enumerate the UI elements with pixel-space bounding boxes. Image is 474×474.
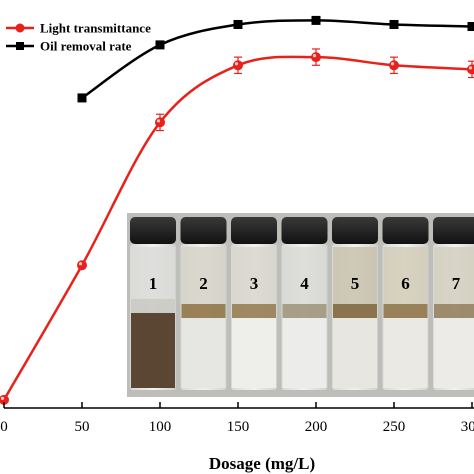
vial-lower-phase xyxy=(232,318,276,388)
data-point-highlight xyxy=(390,62,395,66)
vial-label: 1 xyxy=(149,274,158,293)
data-point xyxy=(311,52,321,63)
vial-cap xyxy=(231,217,277,244)
data-point-highlight xyxy=(156,119,161,123)
vial-label: 7 xyxy=(452,274,461,293)
vial-lower-phase xyxy=(434,318,474,388)
vial-oil-band xyxy=(333,304,377,318)
x-tick-label: 200 xyxy=(305,419,328,435)
vial-label: 4 xyxy=(300,274,309,293)
vial-label: 3 xyxy=(250,274,259,293)
data-point-highlight xyxy=(468,66,473,70)
vial-cap xyxy=(281,217,328,244)
vial-label: 2 xyxy=(199,274,208,293)
data-point-highlight xyxy=(234,62,239,66)
data-point xyxy=(233,60,243,71)
vial-cap xyxy=(332,217,378,244)
legend-label: Oil removal rate xyxy=(40,39,132,54)
data-point-highlight xyxy=(78,262,83,266)
data-point-highlight xyxy=(0,396,5,400)
vial-lower-phase xyxy=(282,318,327,388)
vial-label: 5 xyxy=(351,274,360,293)
vial-cap xyxy=(130,217,176,244)
series-layer xyxy=(0,15,474,405)
data-point xyxy=(467,22,474,32)
vial-lower-phase xyxy=(383,318,428,388)
vial-oil-band xyxy=(282,304,327,318)
data-point xyxy=(233,19,243,29)
legend: Light transmittance Oil removal rate xyxy=(6,21,151,54)
x-tick-label: 150 xyxy=(227,419,250,435)
data-point xyxy=(389,60,399,71)
x-tick-label: 250 xyxy=(383,419,406,435)
inset-photo: 1 2 3 4 5 6 7 xyxy=(127,213,474,397)
legend-marker xyxy=(15,23,25,33)
x-axis-label: Dosage (mg/L) xyxy=(209,454,315,473)
vial-cap xyxy=(180,217,227,244)
vial-lower-phase xyxy=(181,318,226,388)
x-tick-label: 50 xyxy=(75,419,90,435)
vial-lower-phase xyxy=(131,313,175,388)
data-point xyxy=(155,117,165,128)
legend-marker xyxy=(16,42,24,50)
vial-cap xyxy=(433,217,474,244)
data-point xyxy=(77,93,87,103)
vial-lower-phase xyxy=(333,318,377,388)
data-point xyxy=(311,15,321,25)
vial-label: 6 xyxy=(401,274,410,293)
data-point xyxy=(389,19,399,29)
vial-cap xyxy=(382,217,429,244)
vial-oil-band xyxy=(232,304,276,318)
x-tick-label: 0 xyxy=(0,419,8,435)
data-point-highlight xyxy=(312,54,317,58)
series-line xyxy=(81,19,473,99)
vial-oil-band xyxy=(383,304,428,318)
legend-label: Light transmittance xyxy=(40,21,151,36)
x-tick-label: 100 xyxy=(149,419,172,435)
vial-oil-band xyxy=(434,304,474,318)
axes: 0 50 100 150 200 250 300 Dosage (mg/L) xyxy=(0,402,474,473)
data-point xyxy=(77,260,87,271)
vial-oil-band xyxy=(131,299,175,313)
data-point xyxy=(155,40,165,50)
x-tick-label: 300 xyxy=(461,419,474,435)
vial-oil-band xyxy=(181,304,226,318)
